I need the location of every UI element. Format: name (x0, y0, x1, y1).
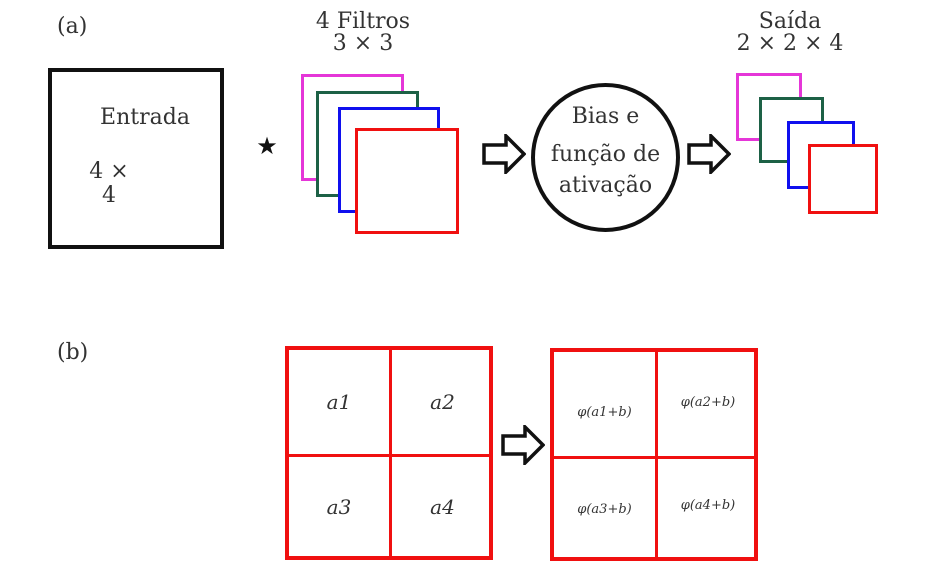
filters-title: 4 Filtros (315, 9, 411, 34)
input-cell-a1: a1 (326, 390, 352, 414)
output-map-red (808, 144, 878, 214)
input-grid: a1 a2 a3 a4 (285, 346, 493, 560)
output-cell-4: φ(a4+b) (680, 497, 736, 513)
filters-size: 3 × 3 (332, 31, 394, 56)
bias-activation-line1: Bias e (571, 104, 640, 129)
input-title: Entrada (100, 105, 190, 130)
grid-divider (554, 456, 754, 459)
output-grid: φ(a1+b) φ(a2+b) φ(a3+b) φ(a4+b) (550, 348, 758, 561)
panel-b-label: (b) (57, 340, 89, 365)
arrow-right-icon (687, 134, 731, 174)
convolution-star-icon: ★ (256, 132, 278, 160)
output-cell-2: φ(a2+b) (680, 394, 736, 410)
input-cell-a4: a4 (430, 495, 455, 519)
bias-activation-line3: ativação (558, 173, 653, 198)
output-cell-1: φ(a1+b) (577, 404, 632, 420)
grid-divider (655, 352, 658, 557)
output-cell-3: φ(a3+b) (577, 501, 632, 517)
bias-activation-line2: função de (550, 142, 661, 167)
panel-a-label: (a) (57, 14, 88, 39)
filter-red (355, 128, 459, 234)
output-size: 2 × 2 × 4 (736, 31, 844, 56)
input-box (48, 68, 224, 249)
input-size: 4 × 4 (89, 159, 129, 208)
output-title: Saída (758, 9, 822, 34)
input-cell-a2: a2 (430, 390, 455, 414)
bias-activation-circle (531, 83, 680, 232)
input-cell-a3: a3 (326, 495, 352, 519)
grid-divider (389, 350, 392, 556)
arrow-right-icon (501, 425, 545, 465)
arrow-right-icon (482, 134, 526, 174)
grid-divider (289, 454, 489, 457)
